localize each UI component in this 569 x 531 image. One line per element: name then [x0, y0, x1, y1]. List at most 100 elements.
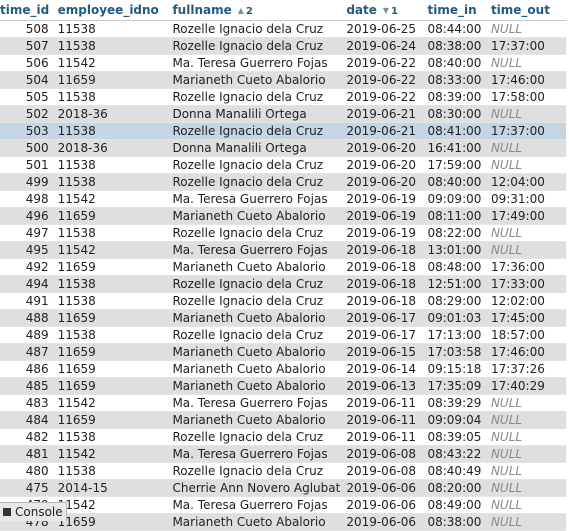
table-row[interactable]: 478 11659 Marianeth Cueto Abalorio 2019-06-…	[0, 513, 566, 531]
table-cell-date[interactable]: 2019-06-25	[343, 20, 425, 38]
table-cell-fullname[interactable]: Rozelle Ignacio dela Cruz	[169, 20, 344, 38]
table-cell-employee-idno[interactable]: 11659	[54, 343, 170, 361]
table-cell-employee-idno[interactable]: 11538	[54, 122, 170, 140]
table-cell-time-in[interactable]: 17:35:09	[424, 377, 488, 395]
table-row[interactable]: 505 11538 Rozelle Ignacio dela Cruz 2019-06…	[0, 88, 566, 106]
table-row[interactable]: 497 11538 Rozelle Ignacio dela Cruz 2019-06…	[0, 224, 566, 242]
table-cell-time-in[interactable]: 08:41:00	[424, 122, 488, 140]
table-cell-time-id[interactable]: 499	[0, 173, 55, 191]
table-cell-employee-idno[interactable]: 11538	[54, 462, 170, 480]
table-cell-employee-idno[interactable]: 11538	[54, 37, 170, 55]
table-cell-time-id[interactable]: 497	[0, 224, 55, 242]
column-header-employee-idno[interactable]: employee_idno	[54, 0, 170, 21]
table-cell-date[interactable]: 2019-06-21	[343, 122, 425, 140]
table-cell-time-in[interactable]: 08:49:00	[424, 496, 488, 514]
table-cell-date[interactable]: 2019-06-06	[343, 513, 425, 531]
table-row[interactable]: 480 11538 Rozelle Ignacio dela Cruz 2019-06…	[0, 462, 566, 480]
table-cell-fullname[interactable]: Rozelle Ignacio dela Cruz	[169, 224, 344, 242]
table-cell-time-in[interactable]: 16:41:00	[424, 139, 488, 157]
table-cell-employee-idno[interactable]: 11542	[54, 496, 170, 514]
table-cell-fullname[interactable]: Rozelle Ignacio dela Cruz	[169, 37, 344, 55]
table-cell-time-in[interactable]: 08:40:00	[424, 173, 488, 191]
table-cell-time-in[interactable]: 08:30:00	[424, 105, 488, 123]
table-cell-time-out[interactable]: 17:40:29	[487, 377, 566, 395]
table-cell-time-id[interactable]: 500	[0, 139, 55, 157]
table-cell-employee-idno[interactable]: 11542	[54, 54, 170, 72]
table-cell-time-id[interactable]: 487	[0, 343, 55, 361]
table-row[interactable]: 502 2018-36 Donna Manalili Ortega 2019-06-2…	[0, 105, 566, 123]
table-cell-fullname[interactable]: Marianeth Cueto Abalorio	[169, 360, 344, 378]
table-cell-time-id[interactable]: 498	[0, 190, 55, 208]
table-cell-fullname[interactable]: Donna Manalili Ortega	[169, 139, 344, 157]
table-cell-employee-idno[interactable]: 11538	[54, 326, 170, 344]
table-row[interactable]: 475 2014-15 Cherrie Ann Novero Aglubat 2019…	[0, 479, 566, 497]
table-row[interactable]: 498 11542 Ma. Teresa Guerrero Fojas 2019-06…	[0, 190, 566, 208]
table-cell-time-id[interactable]: 501	[0, 156, 55, 174]
table-cell-fullname[interactable]: Rozelle Ignacio dela Cruz	[169, 122, 344, 140]
table-cell-employee-idno[interactable]: 11659	[54, 258, 170, 276]
sort-descending-icon[interactable]: ▼	[382, 6, 390, 15]
table-cell-fullname[interactable]: Marianeth Cueto Abalorio	[169, 411, 344, 429]
table-cell-time-out[interactable]: NULL	[487, 428, 566, 446]
table-row[interactable]: 481 11542 Ma. Teresa Guerrero Fojas 2019-06…	[0, 445, 566, 463]
table-cell-date[interactable]: 2019-06-22	[343, 88, 425, 106]
table-row[interactable]: 503 11538 Rozelle Ignacio dela Cruz 2019-06…	[0, 122, 566, 140]
table-cell-time-in[interactable]: 17:59:00	[424, 156, 488, 174]
table-cell-time-out[interactable]: 12:02:00	[487, 292, 566, 310]
table-cell-date[interactable]: 2019-06-18	[343, 241, 425, 259]
table-cell-date[interactable]: 2019-06-22	[343, 71, 425, 89]
table-cell-fullname[interactable]: Rozelle Ignacio dela Cruz	[169, 173, 344, 191]
table-cell-employee-idno[interactable]: 11659	[54, 309, 170, 327]
table-cell-employee-idno[interactable]: 2018-36	[54, 105, 170, 123]
table-cell-date[interactable]: 2019-06-20	[343, 139, 425, 157]
table-cell-employee-idno[interactable]: 11659	[54, 513, 170, 531]
table-row[interactable]: 483 11542 Ma. Teresa Guerrero Fojas 2019-06…	[0, 394, 566, 412]
table-cell-date[interactable]: 2019-06-20	[343, 156, 425, 174]
table-cell-fullname[interactable]: Ma. Teresa Guerrero Fojas	[169, 445, 344, 463]
table-cell-time-in[interactable]: 08:11:00	[424, 207, 488, 225]
table-cell-time-id[interactable]: 491	[0, 292, 55, 310]
table-cell-time-in[interactable]: 08:43:22	[424, 445, 488, 463]
table-cell-fullname[interactable]: Marianeth Cueto Abalorio	[169, 71, 344, 89]
table-cell-time-in[interactable]: 17:13:00	[424, 326, 488, 344]
table-cell-time-out[interactable]: 17:45:00	[487, 309, 566, 327]
table-cell-fullname[interactable]: Rozelle Ignacio dela Cruz	[169, 462, 344, 480]
table-row[interactable]: 506 11542 Ma. Teresa Guerrero Fojas 2019-06…	[0, 54, 566, 72]
table-cell-date[interactable]: 2019-06-18	[343, 258, 425, 276]
table-cell-time-in[interactable]: 08:40:00	[424, 54, 488, 72]
table-cell-time-id[interactable]: 506	[0, 54, 55, 72]
table-cell-time-in[interactable]: 08:33:00	[424, 71, 488, 89]
table-cell-time-id[interactable]: 483	[0, 394, 55, 412]
table-cell-employee-idno[interactable]: 2014-15	[54, 479, 170, 497]
table-row[interactable]: 487 11659 Marianeth Cueto Abalorio 2019-06-…	[0, 343, 566, 361]
table-cell-time-out[interactable]: 12:04:00	[487, 173, 566, 191]
table-cell-date[interactable]: 2019-06-06	[343, 496, 425, 514]
table-cell-time-out[interactable]: 18:57:00	[487, 326, 566, 344]
table-cell-employee-idno[interactable]: 11538	[54, 173, 170, 191]
column-header-time-out[interactable]: time_out	[487, 0, 566, 21]
table-cell-employee-idno[interactable]: 2018-36	[54, 139, 170, 157]
table-cell-time-out[interactable]: 17:58:00	[487, 88, 566, 106]
table-cell-fullname[interactable]: Ma. Teresa Guerrero Fojas	[169, 54, 344, 72]
table-row[interactable]: 486 11659 Marianeth Cueto Abalorio 2019-06-…	[0, 360, 566, 378]
table-cell-time-in[interactable]: 08:44:00	[424, 20, 488, 38]
table-cell-time-in[interactable]: 12:51:00	[424, 275, 488, 293]
table-cell-time-in[interactable]: 08:38:00	[424, 513, 488, 531]
table-cell-employee-idno[interactable]: 11542	[54, 445, 170, 463]
table-cell-time-in[interactable]: 08:39:00	[424, 88, 488, 106]
sort-ascending-icon[interactable]: ▲	[237, 6, 244, 15]
table-cell-date[interactable]: 2019-06-14	[343, 360, 425, 378]
table-cell-time-out[interactable]: NULL	[487, 54, 566, 72]
table-cell-time-in[interactable]: 09:01:03	[424, 309, 488, 327]
table-cell-time-out[interactable]: NULL	[487, 20, 566, 38]
table-row[interactable]: 488 11659 Marianeth Cueto Abalorio 2019-06-…	[0, 309, 566, 327]
table-cell-date[interactable]: 2019-06-13	[343, 377, 425, 395]
table-cell-time-out[interactable]: NULL	[487, 241, 566, 259]
table-cell-employee-idno[interactable]: 11542	[54, 190, 170, 208]
table-cell-date[interactable]: 2019-06-17	[343, 326, 425, 344]
table-cell-employee-idno[interactable]: 11538	[54, 88, 170, 106]
table-cell-fullname[interactable]: Marianeth Cueto Abalorio	[169, 309, 344, 327]
table-cell-time-id[interactable]: 492	[0, 258, 55, 276]
table-cell-time-in[interactable]: 08:39:29	[424, 394, 488, 412]
table-cell-fullname[interactable]: Marianeth Cueto Abalorio	[169, 513, 344, 531]
